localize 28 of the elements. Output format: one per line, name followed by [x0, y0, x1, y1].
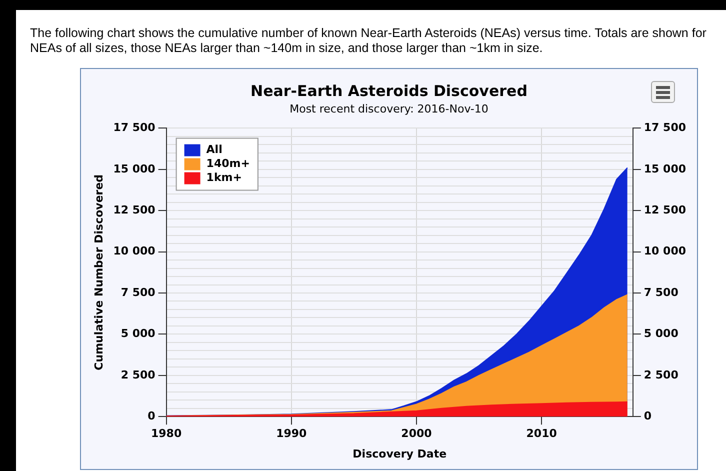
y-tick-label: 10 000: [113, 244, 156, 258]
y2-tick-label: 0: [644, 409, 652, 422]
y-axis-title: Cumulative Number Discovered: [92, 174, 106, 370]
x-tick-label: 2000: [401, 427, 432, 440]
y-tick-label: 0: [148, 409, 156, 422]
y-tick-label: 2 500: [120, 368, 156, 382]
y-tick-label: 5 000: [120, 327, 156, 340]
chart-title: Near-Earth Asteroids Discovered: [250, 82, 528, 100]
y2-tick-label: 2 500: [644, 368, 679, 382]
text: The following chart shows the cumulative number of known Near-Earth Asteroids (NEAs) versus time. Totals are shown for NEAs of all sizes, those NEAs larger than ~140m in size, and those larger than ~1km in size.: [30, 26, 708, 56]
y2-tick-label: 12 500: [644, 203, 686, 216]
x-axis-title: Discovery Date: [352, 447, 447, 460]
y-tick-label: 17 500: [113, 121, 156, 134]
y-tick-label: 7 500: [120, 286, 156, 299]
legend-label: 140m+: [206, 157, 250, 170]
y-tick-label: 12 500: [113, 203, 156, 216]
legend-label: All: [206, 143, 222, 156]
y2-tick-label: 15 000: [644, 162, 686, 176]
y2-tick-label: 10 000: [644, 244, 686, 258]
x-tick-label: 1990: [276, 427, 308, 440]
x-tick-label: 1980: [150, 427, 182, 440]
y-tick-label: 15 000: [113, 162, 156, 176]
y2-tick-label: 5 000: [644, 327, 679, 340]
y2-tick-label: 7 500: [644, 286, 679, 299]
y2-tick-label: 17 500: [644, 121, 686, 134]
legend-label: 1km+: [206, 171, 242, 184]
x-tick-label: 2010: [526, 427, 558, 440]
chart-subtitle: Most recent discovery: 2016-Nov-10: [290, 102, 488, 116]
